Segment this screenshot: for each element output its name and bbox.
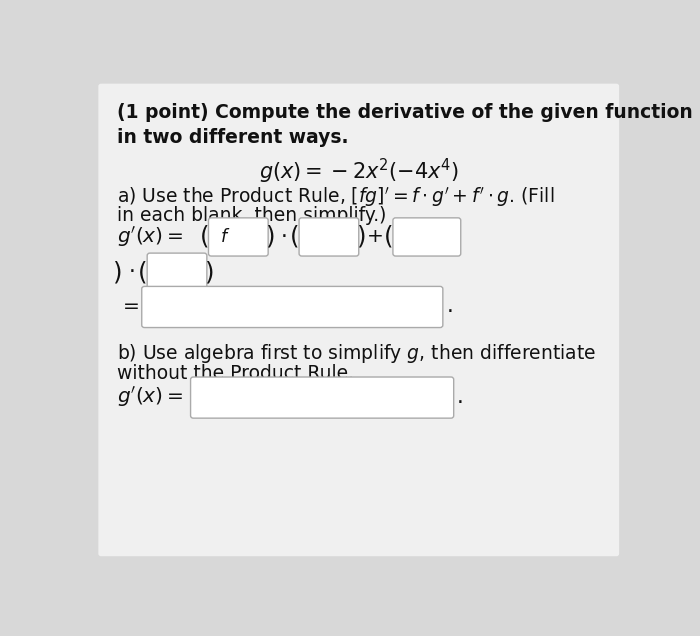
FancyBboxPatch shape [299,218,358,256]
Text: ·: · [129,262,135,282]
Text: in two different ways.: in two different ways. [118,128,349,147]
Text: ): ) [357,225,366,249]
Text: =: = [122,297,139,316]
Text: in each blank, then simplify.): in each blank, then simplify.) [118,206,386,225]
Text: +: + [367,228,384,246]
Text: (: ( [290,225,300,249]
FancyBboxPatch shape [209,218,268,256]
FancyBboxPatch shape [98,84,619,556]
Text: without the Product Rule.: without the Product Rule. [118,364,354,384]
Text: ): ) [205,260,214,284]
FancyBboxPatch shape [141,286,443,328]
Text: $g(x) = -2x^2(-4x^4)$: $g(x) = -2x^2(-4x^4)$ [259,157,458,186]
Text: f: f [221,228,227,246]
Text: $g'(x) =$: $g'(x) =$ [118,385,183,409]
Text: (: ( [199,225,209,249]
Text: .: . [456,387,463,407]
Text: (1 point) Compute the derivative of the given function: (1 point) Compute the derivative of the … [118,103,693,122]
Text: ): ) [266,225,276,249]
Text: $g'(x) =$: $g'(x) =$ [118,225,183,249]
FancyBboxPatch shape [190,377,454,418]
Text: .: . [447,296,454,317]
Text: (: ( [384,225,393,249]
Text: b) Use algebra first to simplify $g$, then differentiate: b) Use algebra first to simplify $g$, th… [118,342,596,365]
FancyBboxPatch shape [147,253,207,291]
FancyBboxPatch shape [393,218,461,256]
Text: a) Use the Product Rule, $[fg]' = f \cdot g' + f' \cdot g$. (Fill: a) Use the Product Rule, $[fg]' = f \cdo… [118,185,555,209]
Text: (: ( [138,260,148,284]
Text: ): ) [113,260,122,284]
Text: ·: · [281,227,287,247]
